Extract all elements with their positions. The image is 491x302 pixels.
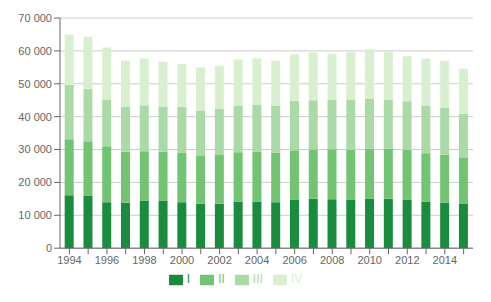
svg-text:1996: 1996: [95, 254, 119, 266]
svg-text:40 000: 40 000: [18, 111, 52, 123]
svg-text:2004: 2004: [245, 254, 269, 266]
svg-text:2000: 2000: [170, 254, 194, 266]
svg-text:2014: 2014: [433, 254, 457, 266]
svg-text:2008: 2008: [320, 254, 344, 266]
svg-text:1998: 1998: [132, 254, 156, 266]
svg-text:30 000: 30 000: [18, 143, 52, 155]
svg-text:50 000: 50 000: [18, 78, 52, 90]
svg-text:0: 0: [46, 242, 52, 254]
svg-text:2012: 2012: [395, 254, 419, 266]
svg-text:2006: 2006: [282, 254, 306, 266]
html-text:III: III: [252, 272, 263, 287]
svg-text:1994: 1994: [57, 254, 81, 266]
html-text:IV: IV: [290, 272, 303, 287]
svg-text:20 000: 20 000: [18, 176, 52, 188]
svg-text:60 000: 60 000: [18, 45, 52, 57]
html-text:II: II: [218, 272, 225, 287]
html-text:I: I: [186, 272, 191, 287]
svg-text:70 000: 70 000: [18, 12, 52, 24]
svg-text:10 000: 10 000: [18, 209, 52, 221]
svg-text:2010: 2010: [358, 254, 382, 266]
svg-text:2002: 2002: [207, 254, 231, 266]
